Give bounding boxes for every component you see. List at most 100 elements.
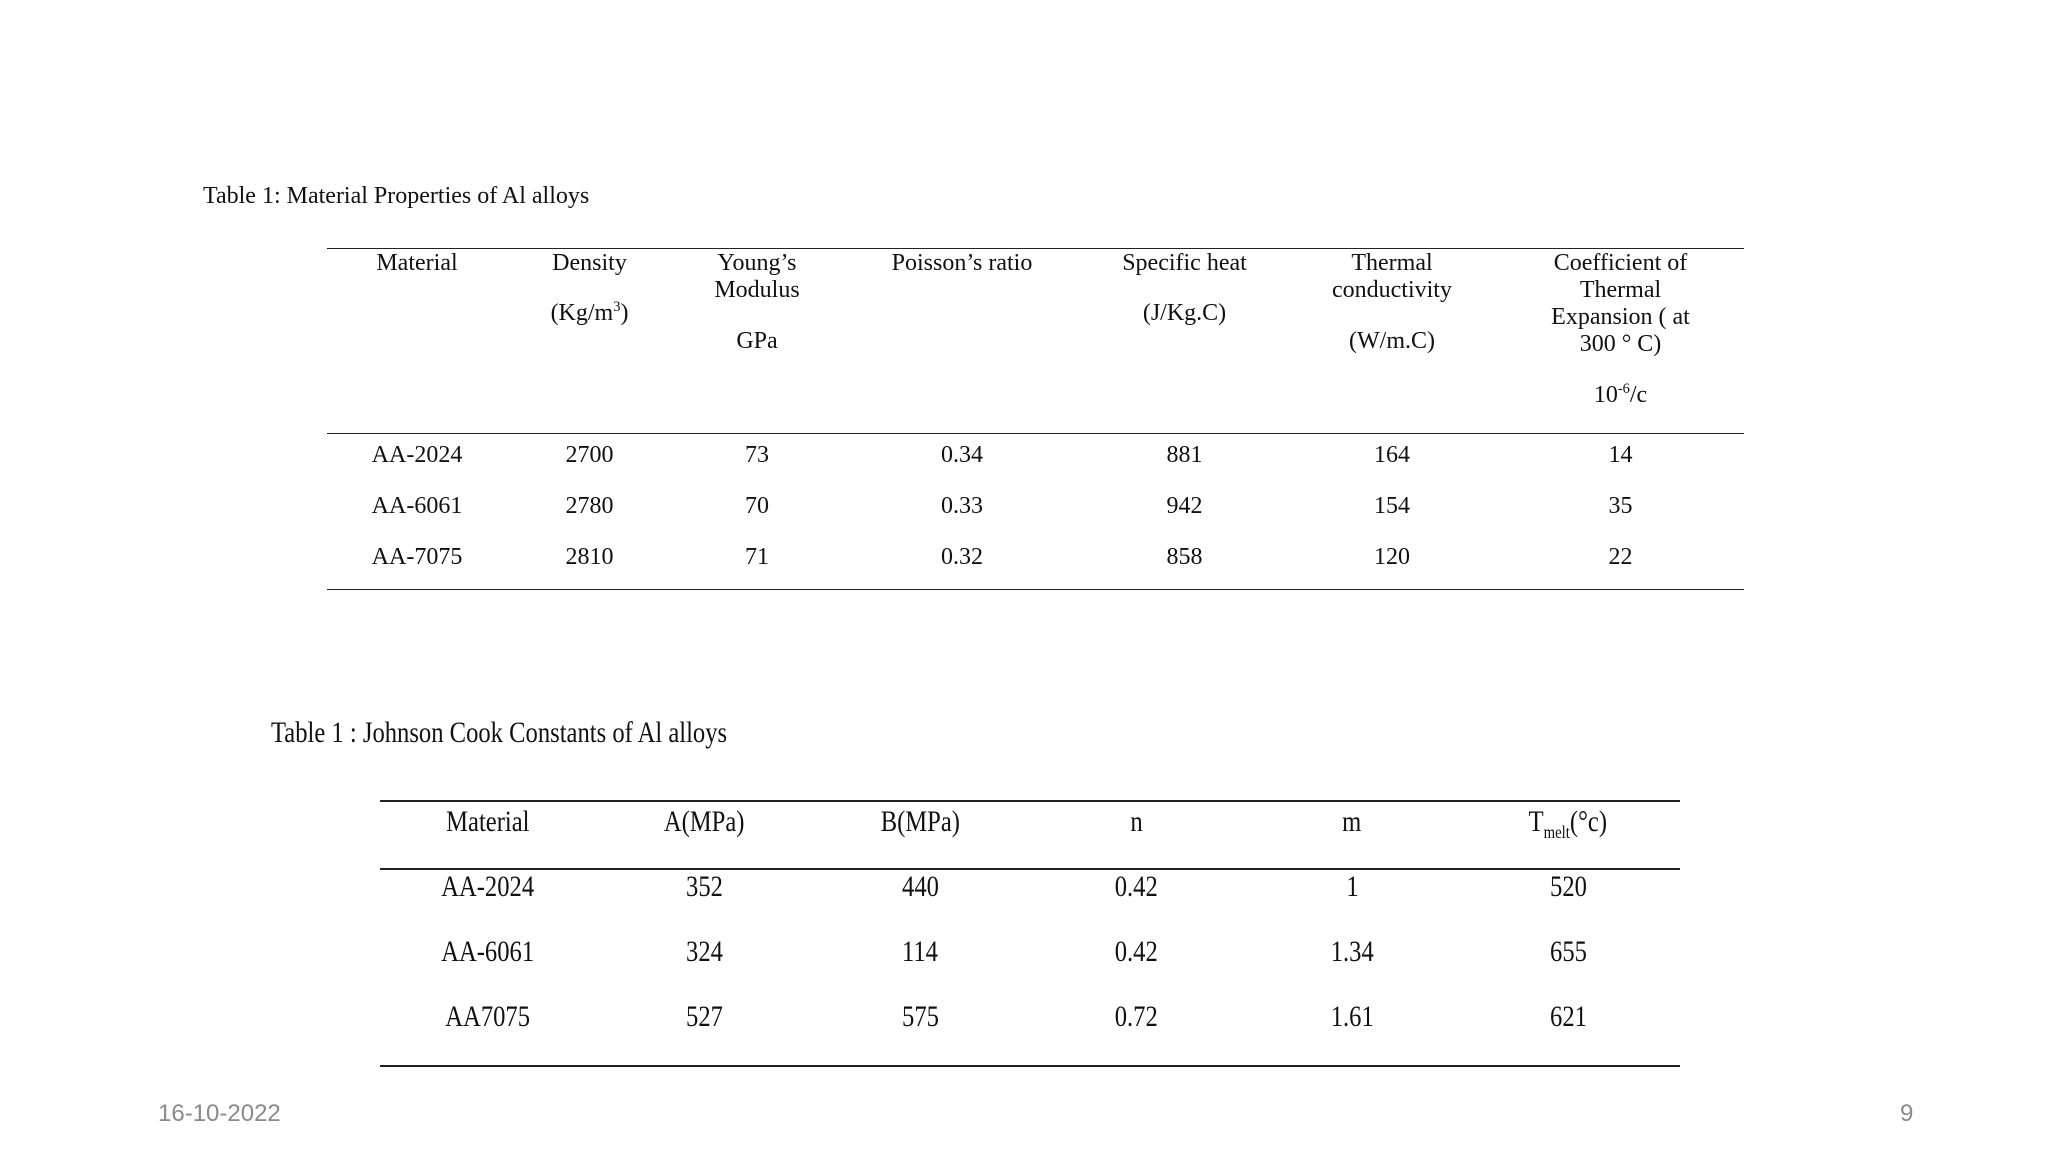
table1-cell: 0.32: [941, 544, 983, 570]
table2-cell-text: AA-6061: [441, 935, 535, 968]
specific-heat-unit: (J/Kg.C): [1142, 300, 1227, 326]
table2-cell: 0.72: [1028, 1000, 1244, 1034]
table2-cell-text: 575: [901, 1000, 939, 1033]
youngs-line2: Modulus: [714, 277, 800, 303]
table1-header-specific-heat: Specific heat (J/Kg.C): [1082, 250, 1287, 327]
table1-cell: 120: [1374, 544, 1410, 570]
table2-cell: 520: [1460, 870, 1676, 904]
table1-cell: 2780: [565, 493, 614, 519]
table1-header-thermal-conductivity: Thermal conductivity (W/m.C): [1287, 250, 1497, 355]
tmelt-sub: melt: [1543, 822, 1571, 842]
thermal-unit: (W/m.C): [1349, 328, 1435, 354]
table2-cell-text: 621: [1549, 1000, 1587, 1033]
table1-cell: 154: [1374, 493, 1410, 519]
cte-line4: 300 ° C): [1579, 331, 1662, 357]
table2-cell: 1.34: [1244, 935, 1460, 969]
table1-header-youngs: Young’s Modulus GPa: [672, 250, 842, 355]
table1-header-material: Material: [327, 250, 507, 277]
table1-cell: 858: [1166, 544, 1203, 570]
table2-cell: 1.61: [1244, 1000, 1460, 1034]
table1-cell: AA-7075: [371, 544, 463, 570]
table2-header-m: m: [1244, 805, 1460, 839]
table2-cell: AA-6061: [380, 935, 596, 969]
table2-cell-text: 655: [1549, 935, 1587, 968]
tmelt-base: T: [1528, 805, 1544, 838]
table2-header-n-label: n: [1129, 805, 1143, 838]
cte-unit-sup: -6: [1617, 381, 1630, 397]
table2-cell-text: 520: [1549, 870, 1587, 903]
table2-cell: 527: [596, 1000, 812, 1034]
table1-header-rule: [327, 433, 1744, 434]
table2-cell: 324: [596, 935, 812, 969]
table1-cell: AA-2024: [371, 442, 463, 468]
cte-line3: Expansion ( at: [1551, 304, 1690, 330]
table1-cell: AA-6061: [371, 493, 463, 519]
table1-header-cte: Coefficient of Thermal Expansion ( at 30…: [1497, 250, 1744, 409]
density-unit-base: (Kg/m: [550, 300, 614, 326]
table1-header-material-label: Material: [376, 250, 458, 276]
table2-header-tmelt: Tmelt(°c): [1460, 805, 1676, 842]
cte-unit: 10-6/c: [1497, 382, 1744, 409]
table1-header-poisson: Poisson’s ratio: [842, 250, 1082, 277]
table2-header-material: Material: [380, 805, 596, 839]
density-unit-sup: 3: [613, 299, 621, 315]
table1-cell: 35: [1608, 493, 1633, 519]
table2-cell-text: 0.42: [1114, 870, 1158, 903]
table1-cell: 70: [745, 493, 769, 519]
table2-cell: 114: [812, 935, 1028, 969]
table2-header-a: A(MPa): [596, 805, 812, 839]
footer-date: 16-10-2022: [158, 1100, 281, 1127]
thermal-line2: conductivity: [1332, 277, 1452, 303]
specific-heat-label: Specific heat: [1122, 250, 1247, 276]
tmelt-rest: (°c): [1570, 805, 1608, 838]
table1-cell: 0.34: [941, 442, 983, 468]
table2-header-b-label: B(MPa): [880, 805, 960, 838]
table2-cell: 0.42: [1028, 935, 1244, 969]
page-number: 9: [1900, 1100, 1914, 1127]
table2-cell: AA-2024: [380, 870, 596, 904]
table1-header-density-unit: (Kg/m3): [507, 300, 672, 327]
table1-cell: 22: [1608, 544, 1633, 570]
table2-cell: 655: [1460, 935, 1676, 969]
table1-header-density-label: Density: [552, 250, 627, 276]
table2-cell-text: 352: [685, 870, 723, 903]
table2-cell: 621: [1460, 1000, 1676, 1034]
table2-cell: 1: [1244, 870, 1460, 904]
table2-cell-text: AA-2024: [441, 870, 535, 903]
table2-header-tmelt-label: Tmelt(°c): [1528, 805, 1608, 842]
table2-cell-text: 1.34: [1330, 935, 1374, 968]
table1-cell: 942: [1166, 493, 1203, 519]
table1-cell: 14: [1608, 442, 1633, 468]
table1-cell: 881: [1166, 442, 1203, 468]
table2-cell-text: 440: [901, 870, 939, 903]
table1-caption: Table 1: Material Properties of Al alloy…: [203, 183, 590, 209]
youngs-unit: GPa: [736, 328, 778, 354]
poisson-label: Poisson’s ratio: [891, 250, 1033, 276]
table1-cell: 164: [1374, 442, 1410, 468]
table1-cell: 73: [745, 442, 769, 468]
table2-header-m-label: m: [1342, 805, 1362, 838]
thermal-line1: Thermal: [1351, 250, 1433, 276]
cte-unit-base: 10: [1593, 382, 1618, 408]
table2-cell-text: 0.42: [1114, 935, 1158, 968]
table2-cell-text: 1: [1345, 870, 1359, 903]
table1-top-rule: [327, 248, 1744, 249]
table2-cell-text: 1.61: [1330, 1000, 1374, 1033]
table2-cell-text: 324: [685, 935, 723, 968]
table1-header-density: Density (Kg/m3): [507, 250, 672, 327]
table2-header-a-label: A(MPa): [663, 805, 745, 838]
table2-cell: AA7075: [380, 1000, 596, 1034]
table2-caption: Table 1 : Johnson Cook Constants of Al a…: [271, 716, 728, 749]
table2-cell-text: 527: [685, 1000, 723, 1033]
table2-header-rule: [380, 868, 1680, 870]
material-properties-table: Material Density (Kg/m3) Young’s Modulus…: [327, 248, 1744, 590]
table1-cell: 0.33: [941, 493, 983, 519]
youngs-line1: Young’s: [717, 250, 797, 276]
table2-cell-text: 114: [901, 935, 938, 968]
cte-line2: Thermal: [1579, 277, 1662, 303]
table1-bottom-rule: [327, 589, 1744, 590]
cte-line1: Coefficient of: [1553, 250, 1688, 276]
table1-cell: 2810: [565, 544, 614, 570]
cte-unit-rest: /c: [1629, 382, 1648, 408]
